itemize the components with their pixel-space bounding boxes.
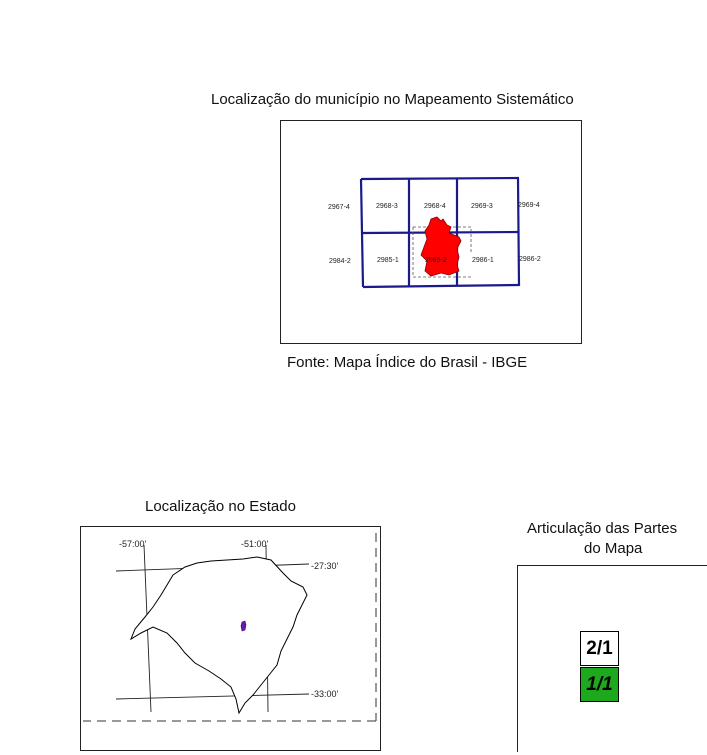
systematic-mapping-title: Localização do município no Mapeamento S… (211, 91, 574, 108)
map-part-1-1[interactable]: 1/1 (580, 667, 619, 702)
state-location-frame: -57:00' -51:00' -27:30' -33:00' (80, 526, 381, 751)
grid-line-bottom (362, 283, 520, 289)
sheet-label: 2968-3 (376, 203, 398, 210)
sheet-label: 2984-2 (329, 258, 351, 265)
grid-line-v4 (516, 177, 521, 287)
sheet-label: 2986-1 (472, 257, 494, 264)
sheet-label: 2967-4 (328, 204, 350, 211)
map-part-2-1[interactable]: 2/1 (580, 631, 619, 666)
municipality-extent-box (412, 226, 472, 278)
lat-label: -27:30' (311, 561, 339, 571)
lon-label: -57:00' (119, 539, 147, 549)
municipality-marker (240, 620, 247, 632)
lon-label: -51:00' (241, 539, 269, 549)
municipality-shape (420, 216, 462, 277)
sheet-label: 2969-3 (471, 203, 493, 210)
sheet-label: 2968-4 (424, 203, 446, 210)
systematic-mapping-frame: 2967-4 2968-3 2968-4 2969-3 2969-4 2984-… (280, 120, 582, 344)
grid-line-top (360, 176, 520, 181)
sheet-label: 2969-4 (518, 202, 540, 209)
state-location-title: Localização no Estado (145, 498, 296, 515)
sheet-label: 2985-1 (377, 257, 399, 264)
parts-frame (517, 565, 707, 752)
lat-label: -33:00' (311, 689, 339, 699)
parallel-33-00 (115, 693, 310, 700)
grid-lines (359, 176, 521, 289)
parts-title-line2: do Mapa (584, 540, 643, 557)
grid-labels-row1: 2967-4 2968-3 2968-4 2969-3 2969-4 (328, 202, 540, 211)
index-grid-map: 2967-4 2968-3 2968-4 2969-3 2969-4 2984-… (328, 176, 541, 289)
dashed-frame (83, 533, 377, 722)
parts-title-line1: Articulação das Partes (527, 520, 678, 537)
map-source-caption: Fonte: Mapa Índice do Brasil - IBGE (287, 354, 528, 371)
sheet-label: 2985-2 (425, 257, 447, 264)
grid-labels-row2: 2984-2 2985-1 2985-2 2986-1 2986-2 (329, 256, 541, 265)
state-outline (129, 556, 308, 715)
state-outline-map: -57:00' -51:00' -27:30' -33:00' (83, 533, 377, 722)
sheet-label: 2986-2 (519, 256, 541, 263)
map-part-label: 2/1 (586, 637, 613, 659)
grid-line-v1 (359, 178, 365, 288)
map-part-label: 1/1 (586, 673, 613, 695)
